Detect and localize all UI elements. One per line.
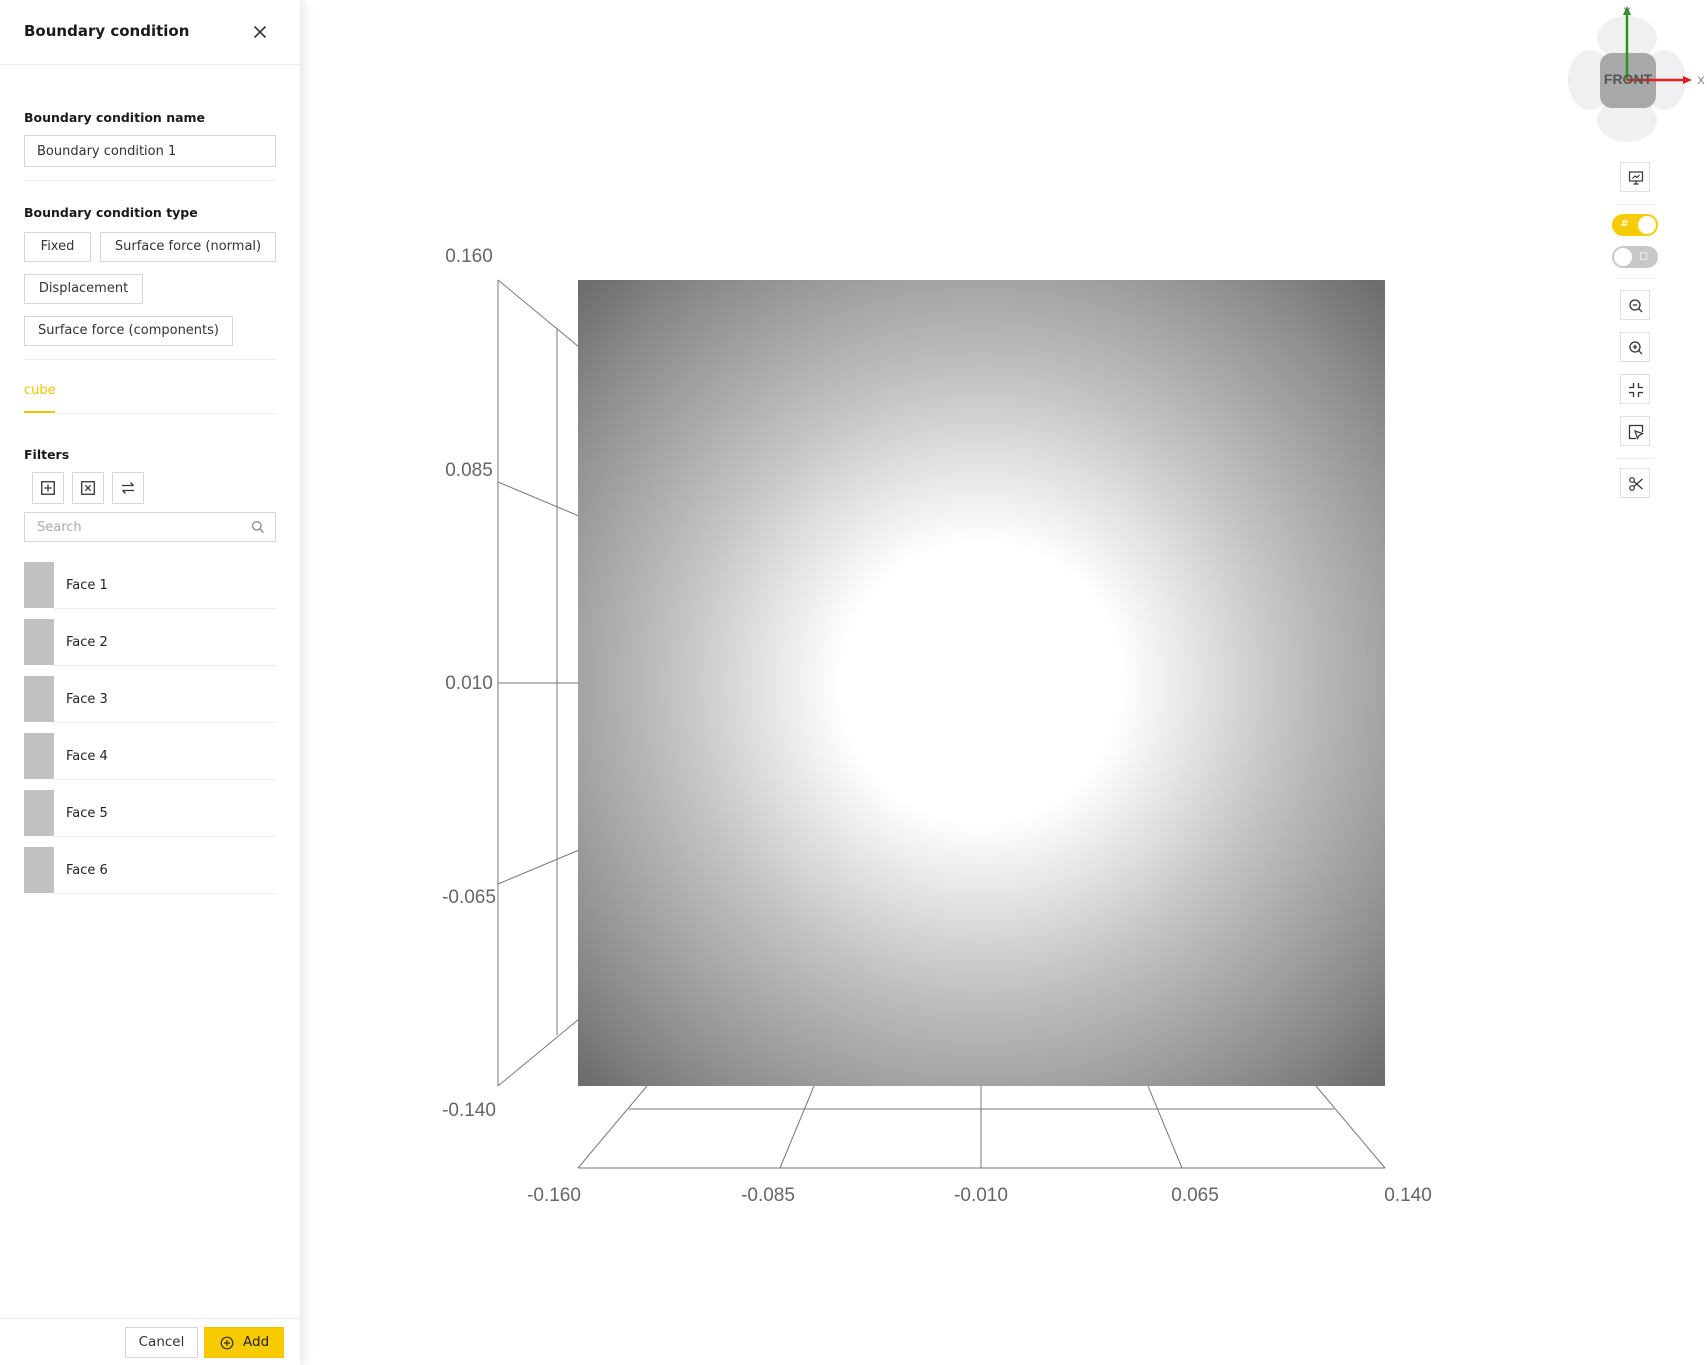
plus-square-icon [41,481,55,495]
grid-icon: # [1620,217,1630,230]
orientation-gizmo[interactable]: FRONT Y X [1555,0,1707,150]
panel-title: Boundary condition [24,22,190,40]
gizmo-x-label: X [1697,75,1705,87]
face-color-swatch [24,619,54,665]
search-input[interactable] [25,513,259,541]
view-toggle[interactable]: ◻ [1612,246,1658,268]
face-color-swatch [24,562,54,608]
divider [54,779,276,780]
divider [54,893,276,894]
list-item-face-4[interactable]: Face 4 [24,733,276,790]
face-label: Face 3 [66,692,108,707]
panel-header: Boundary condition [0,0,300,65]
plus-circle-icon [220,1336,234,1350]
zoom-in-button[interactable] [1620,332,1650,362]
floor-grid [577,1085,1386,1169]
face-label: Face 4 [66,749,108,764]
list-item-face-1[interactable]: Face 1 [24,562,276,619]
x-tick-label: -0.010 [954,1185,1008,1206]
divider [56,413,276,414]
box-icon: ◻ [1639,249,1649,262]
tab-cube[interactable]: cube [24,383,56,398]
toggle-knob [1638,216,1656,234]
gizmo-y-label: Y [1623,6,1631,18]
filters-label: Filters [24,447,70,462]
type-surface-force-components-button[interactable]: Surface force (components) [24,316,233,346]
toolbar-divider [1616,458,1654,459]
name-label: Boundary condition name [24,110,206,125]
x-tick-label: 0.065 [1171,1185,1219,1206]
divider [54,836,276,837]
footer-divider [0,1318,300,1319]
presentation-button[interactable] [1620,162,1650,192]
face-list: Face 1 Face 2 Face 3 Face 4 Face 5 Face … [24,562,276,904]
face-color-swatch [24,733,54,779]
search-box [24,512,276,542]
type-label: Boundary condition type [24,205,198,220]
type-surface-force-normal-button[interactable]: Surface force (normal) [100,232,276,262]
y-tick-label: 0.160 [445,246,493,267]
zoom-out-button[interactable] [1620,290,1650,320]
list-item-face-5[interactable]: Face 5 [24,790,276,847]
type-fixed-button[interactable]: Fixed [24,232,91,262]
deselect-all-filter-button[interactable] [72,472,104,504]
swap-arrows-icon [122,482,134,494]
y-tick-label: -0.065 [442,887,496,908]
cube-plot: 0.160 0.085 0.010 -0.065 -0.140 -0.160 -… [442,246,1432,1206]
x-tick-label: -0.085 [741,1185,795,1206]
gizmo-bottom-face [1597,98,1657,142]
boundary-condition-panel: Boundary condition Boundary condition na… [0,0,300,1365]
grid-toggle[interactable]: # [1612,214,1658,236]
zoom-out-icon [1629,299,1643,313]
gizmo-front-label: FRONT [1604,71,1653,87]
y-tick-label: 0.085 [445,460,493,481]
list-item-face-6[interactable]: Face 6 [24,847,276,904]
select-tool-button[interactable] [1620,416,1650,446]
divider [54,722,276,723]
close-icon [253,25,267,39]
face-label: Face 6 [66,863,108,878]
face-label: Face 2 [66,635,108,650]
3d-viewport[interactable]: 0.160 0.085 0.010 -0.065 -0.140 -0.160 -… [300,0,1707,1365]
x-tick-label: -0.160 [527,1185,581,1206]
tab-active-indicator [24,411,55,413]
x-square-icon [81,481,95,495]
cursor-select-icon [1628,424,1644,440]
presentation-icon [1628,171,1644,185]
close-button[interactable] [248,20,272,44]
collapse-corners-icon [1629,383,1643,397]
search-icon [251,520,264,533]
toolbar-divider [1616,278,1654,279]
list-item-face-2[interactable]: Face 2 [24,619,276,676]
face-label: Face 5 [66,806,108,821]
zoom-in-icon [1629,341,1643,355]
add-button-label: Add [243,1334,270,1350]
toggle-knob [1614,248,1632,266]
add-button[interactable]: Add [204,1327,284,1358]
divider [54,608,276,609]
scissors-icon [1629,477,1643,491]
y-tick-label: -0.140 [442,1100,496,1121]
fit-view-button[interactable] [1620,374,1650,404]
face-color-swatch [24,847,54,893]
face-color-swatch [24,790,54,836]
cut-button[interactable] [1620,468,1650,498]
face-label: Face 1 [66,578,108,593]
face-color-swatch [24,676,54,722]
list-item-face-3[interactable]: Face 3 [24,676,276,733]
divider [24,359,276,360]
toolbar-divider [1616,204,1654,205]
divider [24,180,276,181]
divider [54,665,276,666]
y-tick-label: 0.010 [445,673,493,694]
cube-front-face [578,280,1385,1086]
select-all-filter-button[interactable] [32,472,64,504]
cancel-button[interactable]: Cancel [125,1327,198,1358]
type-displacement-button[interactable]: Displacement [24,274,143,304]
x-tick-label: 0.140 [1384,1185,1432,1206]
left-wall-grid [497,279,580,1087]
invert-selection-filter-button[interactable] [112,472,144,504]
boundary-condition-name-input[interactable] [24,135,276,167]
